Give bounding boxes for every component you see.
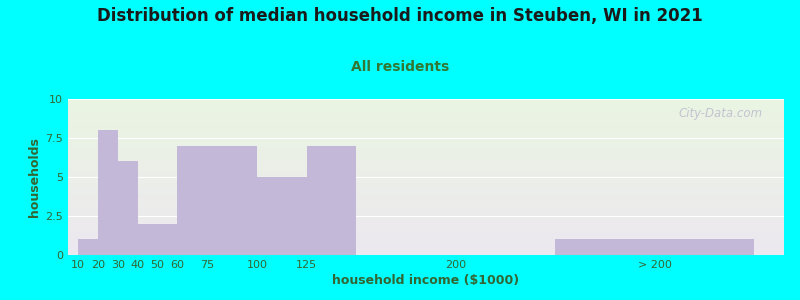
Text: Distribution of median household income in Steuben, WI in 2021: Distribution of median household income … (97, 8, 703, 26)
Bar (118, 161, 138, 255)
Bar (138, 224, 158, 255)
Bar (207, 146, 257, 255)
Bar (178, 146, 207, 255)
Bar (555, 239, 754, 255)
Bar (257, 177, 306, 255)
Bar (306, 146, 356, 255)
Y-axis label: households: households (28, 137, 42, 217)
Bar (158, 224, 178, 255)
X-axis label: household income ($1000): household income ($1000) (333, 274, 519, 287)
Text: City-Data.com: City-Data.com (678, 107, 762, 120)
Text: All residents: All residents (351, 60, 449, 74)
Bar (98, 130, 118, 255)
Bar (78, 239, 98, 255)
